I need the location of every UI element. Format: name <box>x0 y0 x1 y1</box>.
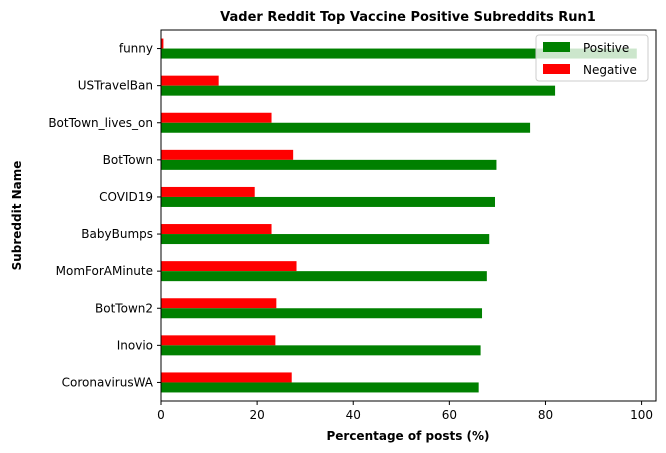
y-tick-label-BotTown2: BotTown2 <box>95 301 153 315</box>
bars-group <box>161 38 637 393</box>
bar-negative-BotTown2 <box>161 298 277 309</box>
bar-negative-CoronavirusWA <box>161 372 292 383</box>
bar-positive-USTravelBan <box>161 85 556 96</box>
y-tick-label-BotTown: BotTown <box>103 153 153 167</box>
bar-positive-MomForAMinute <box>161 271 487 282</box>
x-axis: 0 20 40 60 80 100 <box>157 401 653 422</box>
y-tick-label-MomForAMinute: MomForAMinute <box>56 264 153 278</box>
legend-label-negative: Negative <box>583 63 637 77</box>
bar-positive-BotTown2 <box>161 308 483 319</box>
x-axis-label: Percentage of posts (%) <box>326 429 489 443</box>
y-tick-label-USTravelBan: USTravelBan <box>78 79 153 93</box>
x-tick-label-80: 80 <box>538 408 553 422</box>
bar-negative-COVID19 <box>161 186 255 197</box>
y-tick-label-BabyBumps: BabyBumps <box>81 227 153 241</box>
x-tick-label-20: 20 <box>249 408 264 422</box>
x-tick-label-100: 100 <box>630 408 653 422</box>
bar-positive-BabyBumps <box>161 234 490 245</box>
y-tick-label-BotTown_lives_on: BotTown_lives_on <box>48 116 153 130</box>
bar-negative-USTravelBan <box>161 75 219 86</box>
y-tick-label-funny: funny <box>119 42 153 56</box>
bar-positive-CoronavirusWA <box>161 382 479 393</box>
legend-swatch-negative <box>543 64 570 74</box>
y-axis-label: Subreddit Name <box>10 161 24 271</box>
bar-negative-BotTown_lives_on <box>161 112 272 123</box>
x-tick-label-0: 0 <box>157 408 165 422</box>
x-tick-label-40: 40 <box>346 408 361 422</box>
y-tick-label-CoronavirusWA: CoronavirusWA <box>62 375 154 389</box>
bar-positive-BotTown_lives_on <box>161 122 531 133</box>
legend-swatch-positive <box>543 42 570 52</box>
legend: Positive Negative <box>535 34 649 82</box>
bar-negative-funny <box>161 38 164 49</box>
x-tick-label-60: 60 <box>442 408 457 422</box>
bar-negative-BabyBumps <box>161 224 272 235</box>
bar-negative-MomForAMinute <box>161 261 297 272</box>
legend-label-positive: Positive <box>583 41 629 55</box>
bar-positive-funny <box>161 48 637 59</box>
y-axis: funny USTravelBan BotTown_lives_on BotTown C… <box>48 42 161 389</box>
bar-positive-COVID19 <box>161 196 496 207</box>
chart-title: Vader Reddit Top Vaccine Positive Subred… <box>220 10 596 25</box>
y-tick-label-Inovio: Inovio <box>117 338 153 352</box>
plot-frame <box>160 29 657 402</box>
bar-negative-BotTown <box>161 149 294 160</box>
bar-negative-Inovio <box>161 335 276 346</box>
bar-positive-BotTown <box>161 159 497 170</box>
bar-positive-Inovio <box>161 345 481 356</box>
y-tick-label-COVID19: COVID19 <box>99 190 153 204</box>
